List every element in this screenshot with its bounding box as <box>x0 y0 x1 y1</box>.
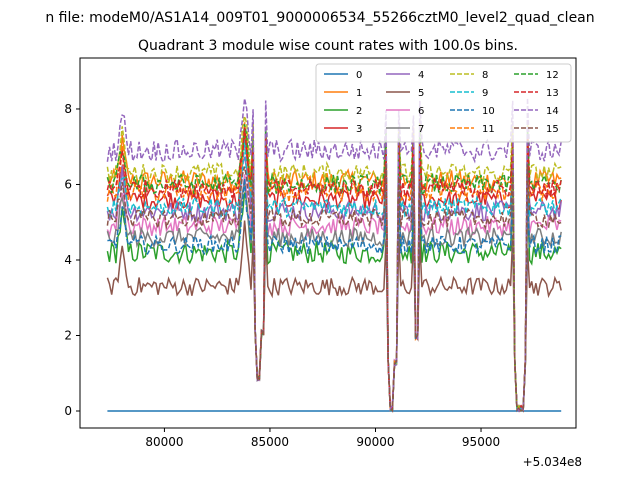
y-tick-label: 6 <box>64 177 72 191</box>
series-line-14 <box>106 97 562 413</box>
legend-label-12: 12 <box>546 70 559 81</box>
x-tick-label: 85000 <box>251 435 289 449</box>
series-line-13 <box>106 127 562 413</box>
series-line-12 <box>106 124 562 412</box>
x-tick-label: 80000 <box>145 435 183 449</box>
x-tick-label: 90000 <box>356 435 394 449</box>
legend-label-8: 8 <box>482 70 488 81</box>
series-line-10 <box>107 178 562 412</box>
y-tick-label: 4 <box>64 253 72 267</box>
legend-label-15: 15 <box>546 124 559 135</box>
y-tick-label: 8 <box>64 102 72 116</box>
legend-label-5: 5 <box>418 88 424 99</box>
legend-label-11: 11 <box>482 124 495 135</box>
legend-label-3: 3 <box>356 124 362 135</box>
series-line-7 <box>106 179 562 412</box>
series-line-5 <box>106 220 562 413</box>
legend-label-0: 0 <box>356 70 362 81</box>
plot-frame <box>79 57 577 429</box>
series-line-8 <box>106 115 562 413</box>
x-offset-label: +5.034e8 <box>523 455 582 469</box>
axes: 80000 85000 90000 95000 0 2 4 6 8 <box>64 102 500 449</box>
legend-label-6: 6 <box>418 106 424 117</box>
y-tick-label: 0 <box>64 404 72 418</box>
legend-label-14: 14 <box>546 106 559 117</box>
chart-title: Quadrant 3 module wise count rates with … <box>138 38 518 54</box>
legend-frame <box>315 63 572 143</box>
y-tick-label: 2 <box>64 329 72 343</box>
chart-suptitle: n file: modeM0/AS1A14_009T01_9000006534_… <box>45 10 594 26</box>
series-line-9 <box>106 139 562 413</box>
series-line-15 <box>106 163 562 413</box>
series-line-1 <box>106 124 562 413</box>
legend-label-13: 13 <box>546 88 559 99</box>
series-line-11 <box>106 122 562 412</box>
legend-label-10: 10 <box>482 106 495 117</box>
legend-label-4: 4 <box>418 70 424 81</box>
x-tick-label: 95000 <box>462 435 500 449</box>
legend-label-7: 7 <box>418 124 424 135</box>
series-group <box>106 97 562 413</box>
legend-label-1: 1 <box>356 88 362 99</box>
legend-label-9: 9 <box>482 88 488 99</box>
series-line-3 <box>106 132 562 412</box>
legend-label-2: 2 <box>356 106 362 117</box>
